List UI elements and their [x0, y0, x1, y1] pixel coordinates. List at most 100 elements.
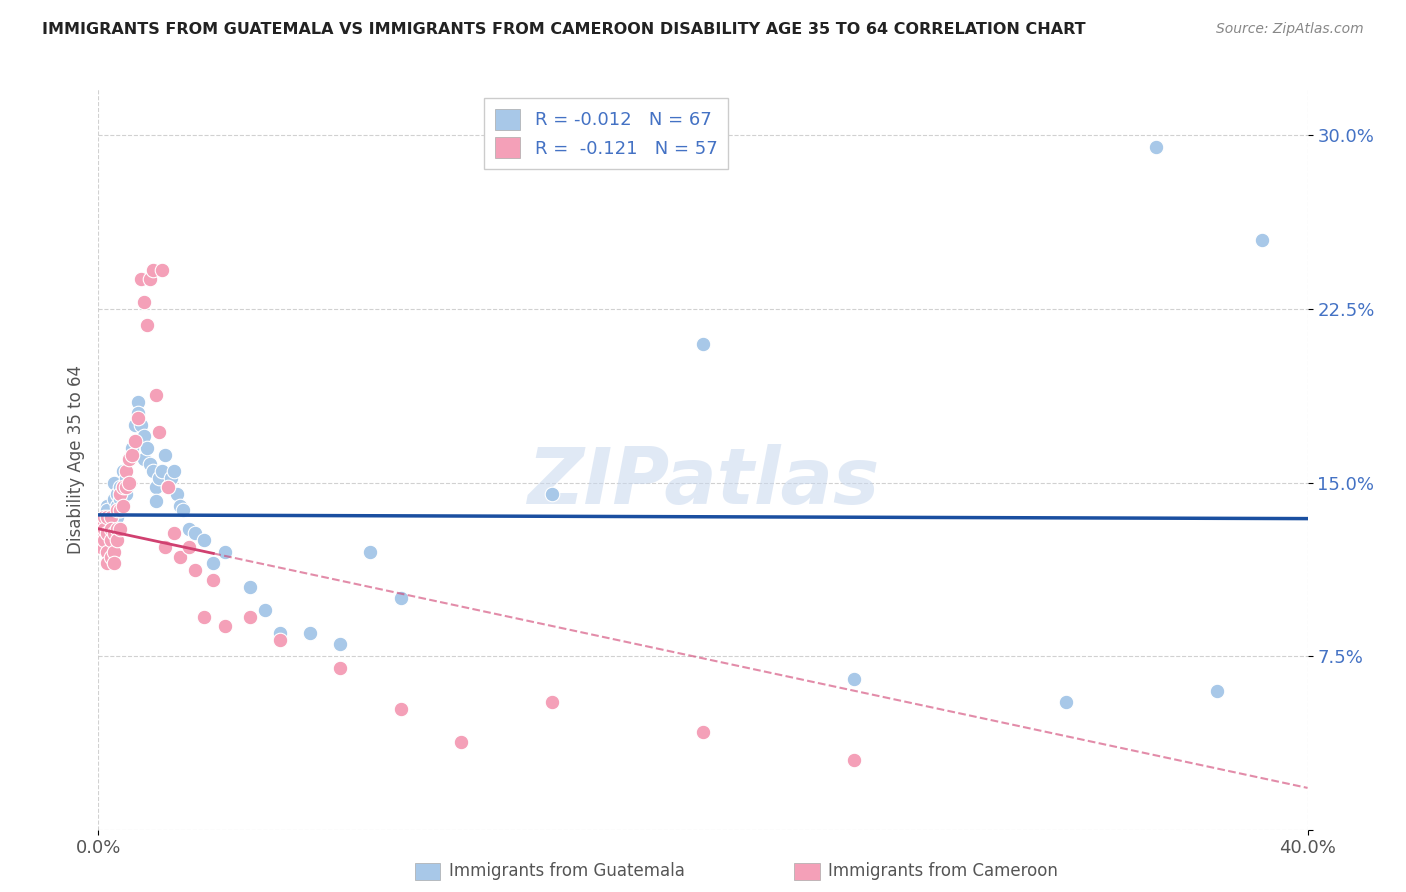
Point — [103, 510, 125, 524]
Point — [1206, 683, 1229, 698]
Point — [166, 487, 188, 501]
Point — [160, 471, 183, 485]
Point — [108, 503, 131, 517]
Text: Source: ZipAtlas.com: Source: ZipAtlas.com — [1216, 22, 1364, 37]
Point — [150, 262, 173, 277]
Point — [118, 475, 141, 490]
Point — [96, 522, 118, 536]
Point — [540, 487, 562, 501]
Point — [127, 410, 149, 425]
Point — [202, 557, 225, 571]
Point — [103, 526, 125, 541]
Point — [135, 318, 157, 333]
Point — [111, 480, 134, 494]
Point — [108, 487, 131, 501]
Point — [121, 448, 143, 462]
Point — [299, 626, 322, 640]
Point — [132, 452, 155, 467]
Point — [100, 533, 122, 548]
Point — [108, 522, 131, 536]
Point — [148, 425, 170, 439]
Point — [239, 580, 262, 594]
Point — [389, 702, 412, 716]
Point — [118, 452, 141, 467]
Point — [105, 503, 128, 517]
Point — [129, 417, 152, 432]
Point — [360, 545, 382, 559]
Point — [93, 522, 115, 536]
Point — [103, 545, 125, 559]
Point — [105, 499, 128, 513]
Point — [179, 541, 201, 555]
Point — [93, 510, 115, 524]
Point — [163, 526, 186, 541]
Point — [108, 503, 131, 517]
Point — [111, 480, 134, 494]
Point — [124, 417, 146, 432]
Point — [114, 471, 136, 485]
Point — [118, 475, 141, 490]
Point — [105, 522, 128, 536]
Point — [692, 725, 714, 739]
Point — [90, 517, 112, 532]
Point — [90, 541, 112, 555]
Point — [111, 499, 134, 513]
Point — [142, 262, 165, 277]
Point — [1251, 233, 1274, 247]
Point — [108, 491, 131, 506]
Point — [100, 549, 122, 564]
Point — [103, 557, 125, 571]
Point — [156, 480, 179, 494]
Point — [114, 464, 136, 478]
Point — [90, 517, 112, 532]
Point — [90, 526, 112, 541]
Point — [239, 609, 262, 624]
Point — [145, 494, 167, 508]
Point — [172, 503, 194, 517]
Legend: R = -0.012   N = 67, R =  -0.121   N = 57: R = -0.012 N = 67, R = -0.121 N = 57 — [484, 98, 728, 169]
Point — [111, 499, 134, 513]
Point — [127, 394, 149, 409]
Point — [103, 526, 125, 541]
Point — [193, 609, 215, 624]
Point — [93, 522, 115, 536]
Point — [153, 448, 176, 462]
Point — [139, 457, 162, 471]
Point — [179, 522, 201, 536]
Point — [93, 510, 115, 524]
Point — [184, 564, 207, 578]
Point — [202, 573, 225, 587]
Point — [105, 510, 128, 524]
Point — [100, 517, 122, 532]
Point — [156, 480, 179, 494]
Point — [145, 480, 167, 494]
Point — [1144, 140, 1167, 154]
Text: Immigrants from Guatemala: Immigrants from Guatemala — [449, 863, 685, 880]
Point — [269, 626, 291, 640]
Point — [389, 591, 412, 606]
Point — [127, 406, 149, 420]
Point — [105, 533, 128, 548]
Point — [193, 533, 215, 548]
Point — [329, 637, 352, 651]
Point — [93, 533, 115, 548]
Point — [1054, 695, 1077, 709]
Point — [450, 734, 472, 748]
Y-axis label: Disability Age 35 to 64: Disability Age 35 to 64 — [66, 365, 84, 554]
Point — [214, 545, 236, 559]
Point — [100, 526, 122, 541]
Point — [118, 452, 141, 467]
Point — [111, 464, 134, 478]
Point — [148, 471, 170, 485]
Text: IMMIGRANTS FROM GUATEMALA VS IMMIGRANTS FROM CAMEROON DISABILITY AGE 35 TO 64 CO: IMMIGRANTS FROM GUATEMALA VS IMMIGRANTS … — [42, 22, 1085, 37]
Point — [142, 464, 165, 478]
Point — [184, 526, 207, 541]
Point — [103, 491, 125, 506]
Point — [692, 336, 714, 351]
Point — [96, 499, 118, 513]
Point — [114, 480, 136, 494]
Point — [90, 526, 112, 541]
Point — [129, 272, 152, 286]
Point — [96, 545, 118, 559]
Point — [150, 464, 173, 478]
